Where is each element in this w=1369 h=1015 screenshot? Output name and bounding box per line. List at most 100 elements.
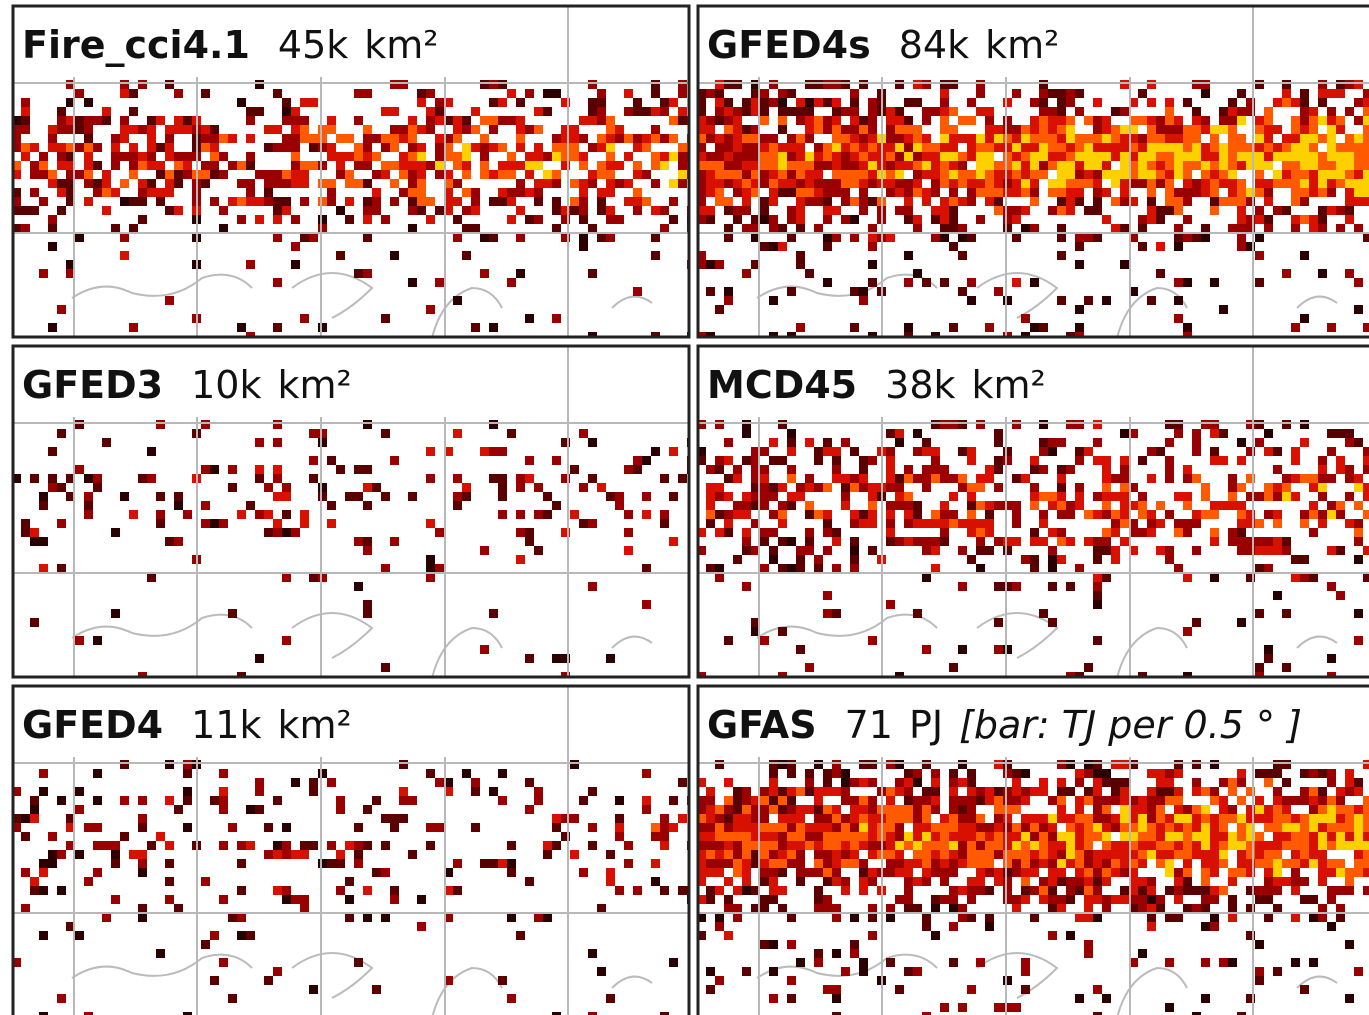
fire-pixel xyxy=(615,492,624,501)
fire-pixel xyxy=(1066,850,1075,859)
fire-pixel xyxy=(859,814,868,823)
fire-pixel xyxy=(1327,501,1336,510)
fire-pixel xyxy=(778,823,787,832)
fire-pixel xyxy=(1003,814,1012,823)
fire-pixel xyxy=(823,116,832,125)
fire-pixel xyxy=(633,188,642,197)
fire-pixel xyxy=(660,474,669,483)
fire-pixel xyxy=(183,823,192,832)
fire-pixel xyxy=(291,143,300,152)
fire-pixel xyxy=(165,895,174,904)
fire-pixel xyxy=(1201,179,1210,188)
fire-pixel xyxy=(273,465,282,474)
fire-pixel xyxy=(372,796,381,805)
fire-pixel xyxy=(165,877,174,886)
fire-pixel xyxy=(309,134,318,143)
fire-pixel xyxy=(814,456,823,465)
fire-pixel xyxy=(264,197,273,206)
fire-pixel xyxy=(742,832,751,841)
fire-pixel xyxy=(1264,654,1273,663)
fire-pixel xyxy=(129,323,138,332)
fire-pixel xyxy=(1273,760,1282,769)
fire-pixel xyxy=(859,859,868,868)
fire-pixel xyxy=(1282,483,1291,492)
fire-pixel xyxy=(994,582,1003,591)
fire-pixel xyxy=(237,161,246,170)
fire-pixel xyxy=(913,134,922,143)
fire-pixel xyxy=(1012,850,1021,859)
fire-pixel xyxy=(1174,528,1183,537)
fire-pixel xyxy=(706,465,715,474)
fire-pixel xyxy=(1057,537,1066,546)
fire-pixel xyxy=(1093,823,1102,832)
fire-pixel xyxy=(1273,886,1282,895)
fire-pixel xyxy=(1183,501,1192,510)
fire-pixel xyxy=(1048,438,1057,447)
fire-pixel xyxy=(552,224,561,233)
fire-pixel xyxy=(57,206,66,215)
fire-pixel xyxy=(769,859,778,868)
fire-pixel xyxy=(597,197,606,206)
fire-pixel xyxy=(1300,814,1309,823)
fire-pixel xyxy=(498,976,507,985)
fire-pixel xyxy=(1318,769,1327,778)
fire-pixel xyxy=(1165,510,1174,519)
fire-pixel xyxy=(1291,492,1300,501)
fire-pixel xyxy=(588,269,597,278)
fire-pixel xyxy=(1030,179,1039,188)
fire-pixel xyxy=(426,769,435,778)
fire-pixel xyxy=(733,179,742,188)
fire-pixel xyxy=(958,447,967,456)
fire-pixel xyxy=(255,438,264,447)
fire-pixel xyxy=(1210,161,1219,170)
fire-pixel xyxy=(1327,447,1336,456)
fire-pixel xyxy=(733,465,742,474)
fire-pixel xyxy=(39,161,48,170)
fire-pixel xyxy=(48,224,57,233)
fire-pixel xyxy=(1300,134,1309,143)
fire-pixel xyxy=(850,116,859,125)
fire-pixel xyxy=(309,474,318,483)
fire-pixel xyxy=(769,841,778,850)
fire-pixel xyxy=(706,519,715,528)
fire-pixel xyxy=(733,116,742,125)
fire-pixel xyxy=(525,314,534,323)
fire-pixel xyxy=(1318,474,1327,483)
fire-pixel xyxy=(183,769,192,778)
fire-pixel xyxy=(904,188,913,197)
fire-pixel xyxy=(1210,913,1219,922)
fire-pixel xyxy=(129,850,138,859)
fire-pixel xyxy=(1102,537,1111,546)
fire-pixel xyxy=(1066,125,1075,134)
fire-pixel xyxy=(769,760,778,769)
fire-pixel xyxy=(1309,510,1318,519)
fire-pixel xyxy=(1003,537,1012,546)
fire-pixel xyxy=(660,519,669,528)
fire-pixel xyxy=(606,188,615,197)
fire-pixel xyxy=(823,143,832,152)
fire-pixel xyxy=(1102,546,1111,555)
fire-pixel xyxy=(796,206,805,215)
fire-pixel xyxy=(760,528,769,537)
fire-pixel xyxy=(724,125,733,134)
fire-pixel xyxy=(282,886,291,895)
fire-pixel xyxy=(823,188,832,197)
fire-pixel xyxy=(976,474,985,483)
fire-pixel xyxy=(994,868,1003,877)
fire-pixel xyxy=(886,805,895,814)
fire-pixel xyxy=(1327,134,1336,143)
fire-pixel xyxy=(949,958,958,967)
fire-pixel xyxy=(796,492,805,501)
fire-pixel xyxy=(931,420,940,429)
fire-pixel xyxy=(1363,465,1369,474)
fire-pixel xyxy=(579,134,588,143)
fire-pixel xyxy=(201,134,210,143)
fire-pixel xyxy=(1048,188,1057,197)
fire-pixel xyxy=(1156,895,1165,904)
fire-pixel xyxy=(1138,215,1147,224)
fire-pixel xyxy=(345,841,354,850)
fire-pixel xyxy=(453,116,462,125)
fire-pixel xyxy=(1183,627,1192,636)
fire-pixel xyxy=(309,985,318,994)
fire-pixel xyxy=(1111,107,1120,116)
